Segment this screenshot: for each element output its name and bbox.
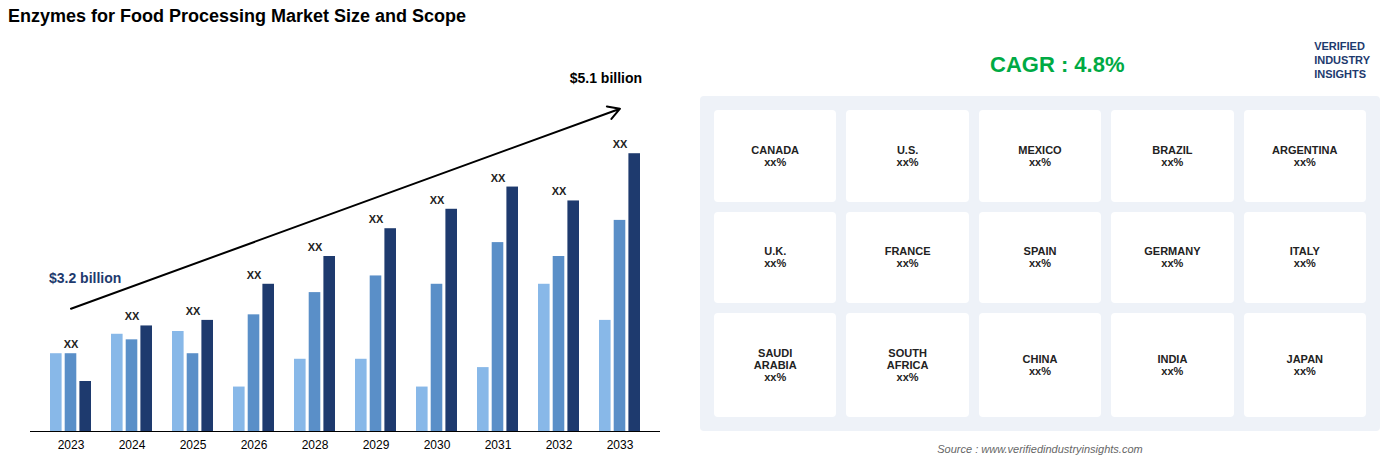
svg-text:XX: XX: [186, 305, 201, 317]
html-text:U.S. xx%: U.S. xx%: [896, 143, 919, 168]
svg-text:2029: 2029: [363, 438, 390, 452]
html-text:SAUDI ARABIA xx%: SAUDI ARABIA xx%: [753, 347, 797, 384]
html-text:GERMANY xx%: GERMANY xx%: [1144, 245, 1201, 270]
svg-text:2023: 2023: [58, 438, 85, 452]
svg-text:XX: XX: [552, 185, 567, 197]
html-text:CHINA xx%: CHINA xx%: [1022, 353, 1058, 378]
svg-text:2028: 2028: [302, 438, 329, 452]
html-text:Enzymes for Food Processing Ma: Enzymes for Food Processing Market Size …: [8, 6, 467, 26]
html-text:Source : www.verifiedindustryi: Source : www.verifiedindustryinsights.co…: [937, 443, 1143, 455]
svg-text:2031: 2031: [485, 438, 512, 452]
svg-text:2024: 2024: [119, 438, 146, 452]
html-text:MEXICO xx%: MEXICO xx%: [1018, 143, 1062, 168]
svg-text:XX: XX: [64, 338, 79, 350]
html-text:U.K. xx%: U.K. xx%: [764, 245, 787, 270]
svg-text:XX: XX: [613, 138, 628, 150]
html-text:INDIA xx%: INDIA xx%: [1157, 353, 1188, 378]
html-text:SOUTH AFRICA xx%: SOUTH AFRICA xx%: [886, 347, 929, 384]
svg-text:$3.2 billion: $3.2 billion: [49, 270, 121, 286]
svg-text:XX: XX: [369, 213, 384, 225]
html-text:BRAZIL xx%: BRAZIL xx%: [1152, 143, 1193, 168]
html-text:VERIFIED INDUSTRY INSIGHTS: VERIFIED INDUSTRY INSIGHTS: [1314, 40, 1370, 80]
svg-text:2025: 2025: [180, 438, 207, 452]
svg-text:2026: 2026: [241, 438, 268, 452]
svg-text:XX: XX: [125, 310, 140, 322]
svg-text:XX: XX: [247, 269, 262, 281]
html-text:JAPAN xx%: JAPAN xx%: [1286, 353, 1323, 378]
html-text:FRANCE xx%: FRANCE xx%: [884, 245, 931, 270]
html-text:SPAIN xx%: SPAIN xx%: [1023, 245, 1057, 270]
svg-text:$5.1 billion: $5.1 billion: [570, 70, 642, 86]
svg-text:XX: XX: [308, 241, 323, 253]
html-text:ITALY xx%: ITALY xx%: [1289, 245, 1320, 270]
html-text:CANADA xx%: CANADA xx%: [751, 143, 799, 168]
svg-text:2033: 2033: [607, 438, 634, 452]
svg-text:XX: XX: [430, 194, 445, 206]
svg-text:XX: XX: [491, 172, 506, 184]
svg-text:2032: 2032: [546, 438, 573, 452]
html-text:CAGR : 4.8%: CAGR : 4.8%: [990, 52, 1125, 77]
svg-text:2030: 2030: [424, 438, 451, 452]
html-text:ARGENTINA xx%: ARGENTINA xx%: [1272, 143, 1338, 168]
